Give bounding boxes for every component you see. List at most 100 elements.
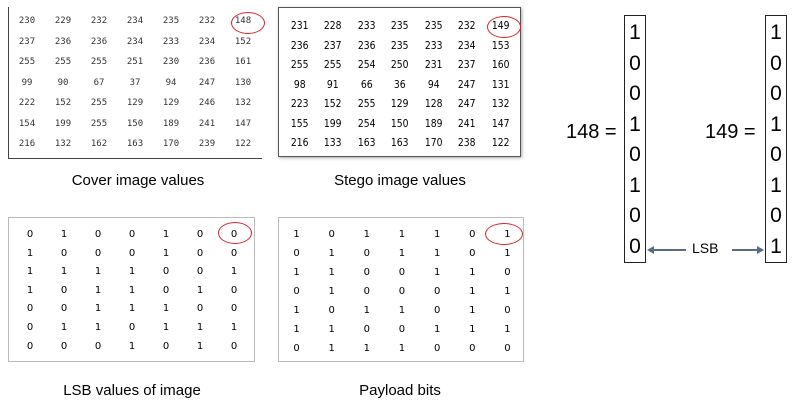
payload-cell: 0 [469, 248, 476, 259]
stego-cell: 237 [458, 59, 476, 71]
lsb-cell: 1 [162, 247, 170, 259]
payload-cell: 0 [293, 286, 300, 297]
lsb-cell: 0 [230, 284, 238, 296]
lsb-cell: 1 [128, 303, 136, 315]
payload-cell: 1 [504, 324, 511, 335]
stego-grid: 231 228 233 235 235 232 149 236 237 236 235 233 234 1… [283, 17, 517, 154]
cover-cell: 161 [234, 57, 252, 67]
stego-cell: 170 [424, 137, 443, 149]
binary-148-label: 148 = [566, 121, 617, 143]
stego-cell: 236 [290, 39, 309, 52]
cover-cell: 246 [198, 98, 216, 108]
left-arrow-icon [647, 246, 686, 254]
stego-cell: 132 [491, 98, 510, 110]
lsb-cell: 0 [60, 340, 68, 352]
stego-cell: 254 [357, 117, 376, 130]
lsb-cell: 0 [94, 229, 102, 240]
payload-cell: 0 [469, 229, 476, 240]
bit-digit: 0 [629, 143, 641, 166]
lsb-cell: 1 [26, 247, 34, 259]
stego-cell: 36 [394, 78, 406, 91]
cover-cell: 163 [126, 139, 144, 149]
payload-cell: 1 [469, 305, 476, 316]
cover-cell: 132 [234, 98, 252, 108]
stego-cell: 247 [458, 98, 476, 110]
cover-cell: 251 [126, 57, 144, 67]
payload-cell: 0 [433, 305, 441, 316]
lsb-cell: 0 [26, 321, 34, 333]
cover-cell: 241 [198, 118, 216, 129]
cover-cell: 230 [18, 16, 36, 26]
bit-digit: 1 [629, 112, 641, 136]
lsb-cell: 0 [94, 247, 102, 259]
cover-cell: 255 [90, 98, 108, 108]
stego-cell: 241 [458, 117, 476, 130]
lsb-cell: 0 [196, 229, 204, 240]
cover-cell: 90 [57, 77, 69, 88]
payload-cell: 1 [398, 248, 406, 259]
lsb-cell: 1 [94, 284, 102, 296]
stego-cell: 163 [391, 137, 409, 149]
bit-digit: 1 [629, 21, 641, 44]
binary-149-label: 149 = [705, 121, 756, 143]
payload-cell: 1 [328, 286, 335, 297]
stego-cell: 216 [290, 137, 309, 149]
payload-cell: 1 [433, 229, 441, 240]
payload-bits-table: 1 0 1 1 1 0 1 0 1 0 1 1 0 1 1 1 0 0 1 1 0 0 1 0 0 0 1 1 1 0 1 1 0 1 0 1 1 0 0 1… [278, 217, 524, 362]
lsb-cell: 0 [162, 284, 170, 296]
cover-cell: 234 [198, 36, 216, 47]
payload-cell: 0 [293, 343, 300, 354]
lsb-cell: 1 [196, 284, 204, 296]
stego-cell: 155 [290, 117, 309, 130]
lsb-cell: 0 [196, 303, 204, 315]
cover-cell: 37 [129, 77, 141, 88]
stego-cell: 235 [424, 20, 443, 32]
lsb-cell: 1 [196, 321, 204, 333]
cover-cell: 235 [162, 16, 180, 26]
payload-cell: 1 [363, 229, 371, 240]
payload-cell: 0 [504, 343, 511, 354]
stego-cell: 247 [458, 78, 476, 91]
payload-cell: 1 [433, 267, 441, 278]
lsb-caption: LSB values of image [63, 382, 201, 399]
lsb-cell: 0 [230, 303, 238, 315]
cover-cell: 130 [234, 77, 252, 88]
lsb-cell: 0 [230, 340, 238, 352]
stego-cell: 235 [391, 20, 409, 32]
lsb-cell: 0 [162, 340, 170, 352]
stego-cell: 250 [391, 59, 409, 71]
stego-cell: 163 [357, 137, 376, 149]
lsb-cell: 0 [60, 284, 68, 296]
cover-cell: 222 [18, 98, 36, 108]
lsb-cell: 0 [26, 340, 34, 352]
payload-caption: Payload bits [359, 382, 441, 399]
payload-cell: 1 [469, 324, 476, 335]
stego-cell: 94 [427, 78, 440, 91]
stego-cell: 237 [324, 39, 342, 52]
lsb-cell: 0 [128, 247, 136, 259]
payload-cell: 1 [504, 286, 511, 297]
binary-148-column: 1 0 0 1 0 1 0 0 [624, 15, 646, 263]
lsb-cell: 1 [60, 321, 68, 333]
payload-cell: 1 [328, 343, 335, 354]
stego-cell: 233 [357, 20, 376, 32]
cover-cell: 147 [234, 118, 252, 129]
cover-cell: 234 [126, 16, 144, 26]
lsb-cell: 1 [230, 321, 238, 333]
payload-cell: 0 [328, 229, 335, 240]
cover-cell: 233 [162, 36, 180, 47]
lsb-cell: 1 [94, 303, 102, 315]
cover-cell: 199 [54, 118, 72, 129]
right-arrow-icon [732, 246, 764, 254]
lsb-cell: 1 [60, 266, 68, 278]
stego-cell: 66 [360, 78, 373, 91]
cover-grid: 230 229 232 234 235 232 148 237 236 236 234 233 234 1… [9, 11, 261, 155]
stego-cell: 235 [391, 39, 409, 52]
lsb-cell: 0 [60, 247, 68, 259]
lsb-cell: 0 [128, 229, 136, 240]
bit-digit: 0 [629, 82, 641, 105]
bit-digit: 0 [629, 234, 641, 258]
lsb-cell: 1 [94, 321, 102, 333]
payload-cell: 0 [504, 305, 511, 316]
payload-cell: 1 [398, 343, 406, 354]
